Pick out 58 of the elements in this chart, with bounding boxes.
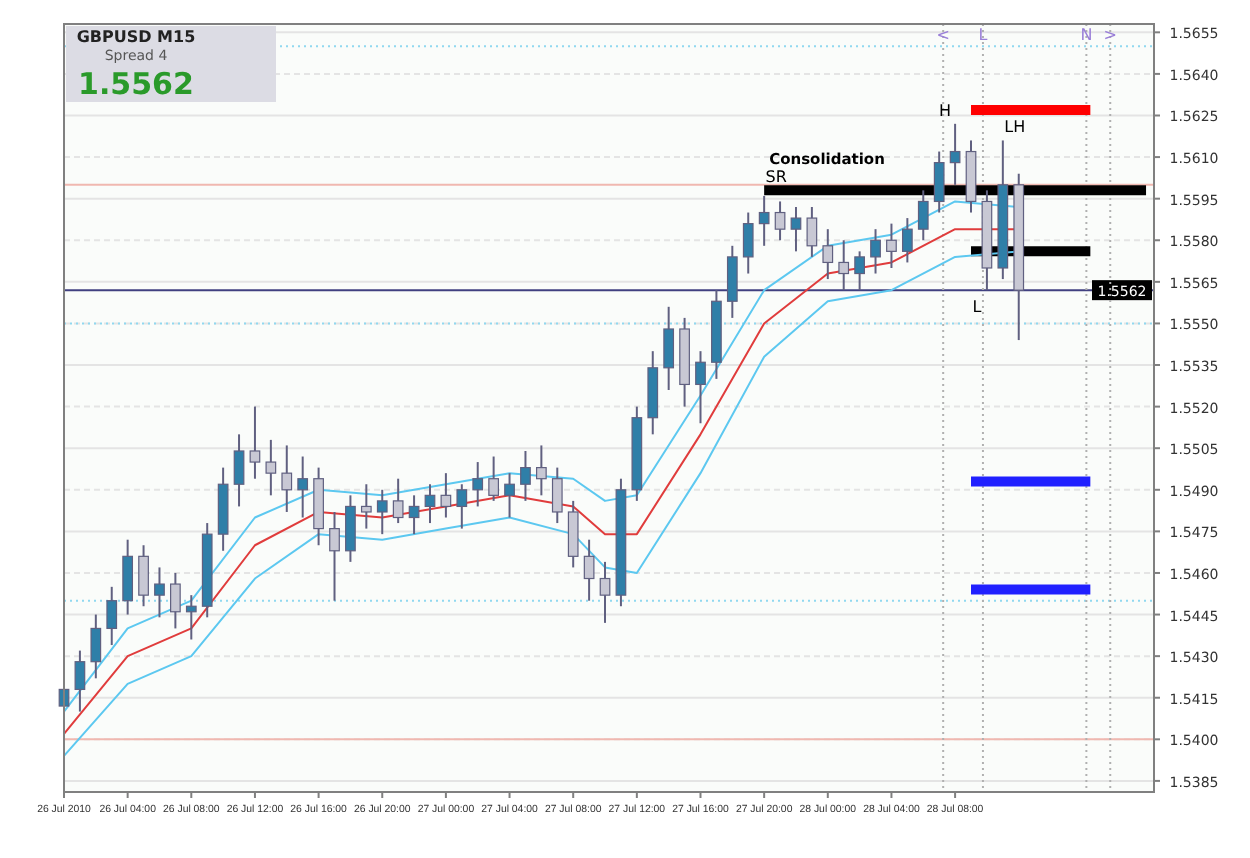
candlestick [90,613,102,680]
candlestick [806,205,818,258]
candlestick [838,239,850,292]
candlestick [297,455,309,519]
candlestick [886,222,897,269]
candlestick [520,449,531,502]
candlestick [392,477,404,525]
candlestick [663,305,675,391]
candlestick [488,455,500,502]
candlestick [185,594,197,641]
candlestick [154,566,165,619]
candlestick [329,510,340,602]
candlestick [901,217,913,264]
candlestick [551,466,563,525]
candlestick [106,585,118,647]
candlestick [742,211,754,275]
candlestick [424,483,436,525]
candlestick [376,488,388,536]
candlestick [695,350,706,425]
candlestick [281,444,293,513]
candlestick [790,205,802,253]
annotation: L [972,298,983,317]
candlestick [408,494,420,536]
candlestick [536,444,547,497]
ref-line-label: N [1080,26,1093,44]
candlestick [456,483,468,530]
candlestick [758,194,770,247]
candlestick [567,499,579,569]
annotation: 1.5562 [78,66,194,102]
candlestick [504,472,515,519]
candlestick [854,250,865,292]
candlestick [249,405,261,480]
candlestick [949,122,961,186]
ref-line-label: < [936,26,950,44]
candlestick [599,560,611,624]
candlestick [933,150,945,214]
annotation: H [939,101,952,120]
candlestick [822,228,834,281]
annotation: SR [765,168,788,187]
candlestick [122,538,134,616]
candlestick [265,438,277,497]
annotation: LH [1004,118,1026,137]
candlestick [583,538,595,602]
candlestick [360,483,372,530]
candlestick [774,200,786,242]
candlestick [138,544,149,608]
chart-title: GBPUSD M15 [76,28,197,46]
candlestick [870,228,881,275]
ref-line-label: > [1103,26,1117,44]
candlestick [440,472,452,519]
candlestick [726,244,738,319]
candlestick [472,461,484,508]
candlestick [74,649,86,713]
candlestick [345,494,356,563]
candlestick [170,571,181,630]
ref-line-label: L [978,26,989,44]
candlestick [233,433,245,508]
candlestick [917,189,929,242]
